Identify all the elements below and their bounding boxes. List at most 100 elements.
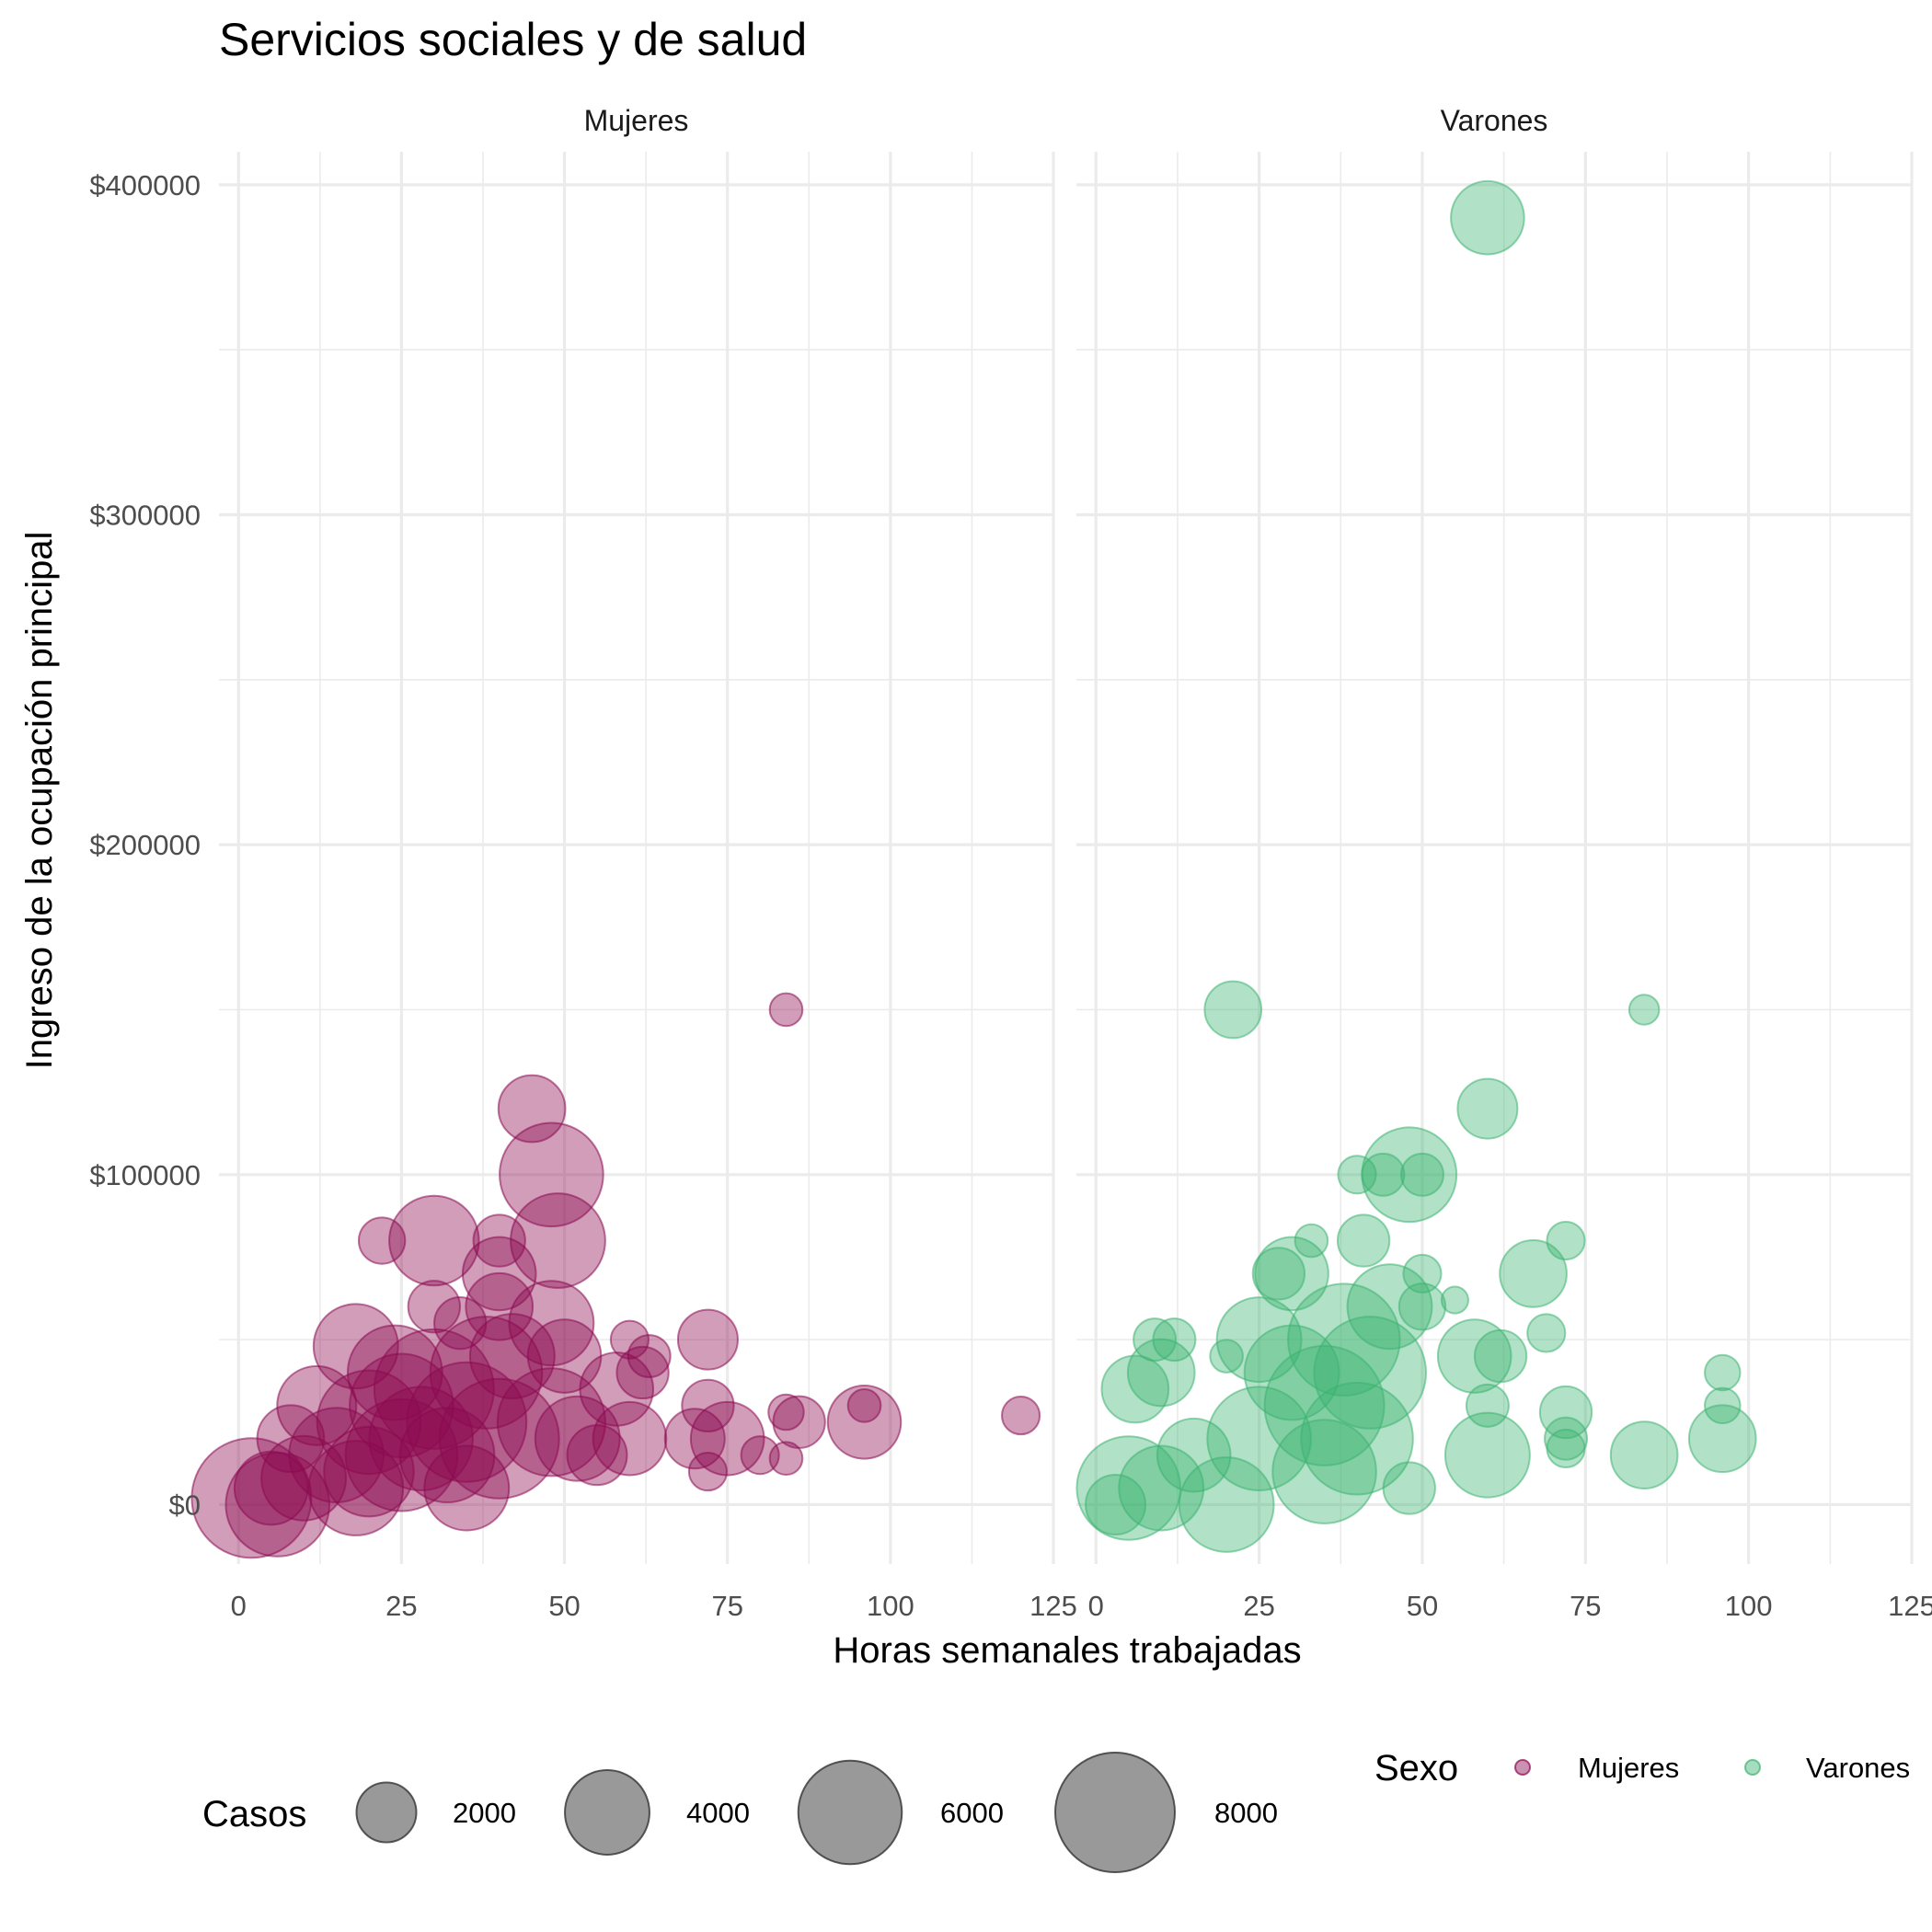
- color-legend-key: [1514, 1759, 1531, 1776]
- data-point: [1546, 1428, 1586, 1469]
- data-point: [1100, 1354, 1170, 1424]
- data-point: [1473, 1328, 1528, 1384]
- data-point: [233, 1450, 309, 1526]
- data-point: [1397, 1282, 1447, 1331]
- data-point: [357, 1216, 407, 1265]
- data-point: [1526, 1313, 1567, 1353]
- data-point: [323, 1425, 415, 1518]
- x-tick-label: 100: [867, 1590, 914, 1622]
- data-point: [1440, 1285, 1469, 1315]
- color-legend-label: Mujeres: [1578, 1752, 1679, 1784]
- data-point: [1075, 1435, 1182, 1541]
- data-point: [1206, 1386, 1312, 1492]
- data-point: [740, 1435, 780, 1476]
- x-tick-label: 50: [1407, 1590, 1438, 1622]
- chart-title: Servicios sociales y de salud: [219, 14, 807, 65]
- data-point: [346, 1324, 443, 1421]
- size-legend-title: Casos: [202, 1794, 306, 1834]
- data-point: [260, 1434, 348, 1522]
- data-point: [1243, 1324, 1340, 1421]
- gridlines: [219, 152, 1055, 1564]
- data-point: [1313, 1316, 1428, 1430]
- data-point: [499, 1121, 604, 1228]
- data-point: [349, 1352, 454, 1459]
- data-point: [433, 1296, 488, 1351]
- data-point: [1152, 1317, 1197, 1363]
- data-point: [423, 1444, 511, 1532]
- x-tick-label: 25: [385, 1590, 417, 1622]
- x-tick-label: 0: [1088, 1590, 1104, 1622]
- data-point: [1465, 1383, 1510, 1428]
- data-point: [767, 1393, 805, 1432]
- data-point: [1499, 1239, 1568, 1308]
- x-axis-title: Horas semanales trabajadas: [833, 1630, 1301, 1671]
- data-point: [1402, 1253, 1443, 1294]
- data-point: [1254, 1236, 1329, 1312]
- data-point: [1126, 1338, 1196, 1408]
- data-point: [681, 1378, 735, 1432]
- data-point: [846, 1388, 882, 1423]
- data-point: [465, 1271, 535, 1341]
- color-legend-label: Varones: [1806, 1752, 1910, 1784]
- data-point: [1456, 1077, 1519, 1140]
- y-tick-label: $100000: [89, 1159, 201, 1191]
- x-tick-label: 75: [711, 1590, 742, 1622]
- data-point: [1156, 1417, 1232, 1493]
- data-point: [1294, 1223, 1329, 1259]
- facet-strip-label: Varones: [1441, 104, 1548, 137]
- size-legend-key: [355, 1781, 418, 1844]
- data-point: [1627, 994, 1661, 1026]
- x-tick-label: 75: [1570, 1590, 1601, 1622]
- facet-strip-label: Mujeres: [584, 104, 689, 137]
- y-tick-label: $200000: [89, 829, 201, 861]
- x-tick-label: 25: [1243, 1590, 1274, 1622]
- data-point: [190, 1437, 313, 1559]
- color-legend-title: Sexo: [1374, 1748, 1458, 1788]
- data-point: [1118, 1444, 1205, 1532]
- data-point: [1215, 1296, 1303, 1384]
- data-point: [1271, 1419, 1377, 1524]
- data-point: [406, 1361, 528, 1483]
- data-point: [1443, 1411, 1531, 1499]
- y-tick-label: $0: [169, 1489, 201, 1521]
- y-tick-label: $400000: [89, 169, 201, 201]
- data-point: [609, 1319, 650, 1360]
- data-point: [312, 1303, 399, 1390]
- facet-panel-mujeres: Mujeres 0 25 50 75 100 125: [190, 104, 1077, 1622]
- data-point: [1209, 1339, 1244, 1374]
- data-point: [1704, 1353, 1742, 1392]
- data-point: [615, 1345, 670, 1400]
- data-point: [768, 1441, 804, 1477]
- data-point: [276, 1364, 358, 1446]
- x-tick-label: 0: [231, 1590, 247, 1622]
- size-legend-key: [564, 1769, 650, 1856]
- color-legend-key: [1744, 1759, 1761, 1776]
- x-tick-label: 50: [548, 1590, 580, 1622]
- data-point: [689, 1400, 765, 1477]
- data-point: [1203, 980, 1263, 1040]
- size-legend-key: [1054, 1752, 1176, 1873]
- data-point: [1085, 1473, 1147, 1535]
- size-legend-label: 8000: [1214, 1797, 1278, 1829]
- data-point: [1337, 1155, 1377, 1195]
- facet-panel-varones: Varones 0 25 50 75 100 125: [1075, 104, 1932, 1622]
- data-point: [1399, 1152, 1444, 1197]
- data-point: [687, 1452, 729, 1492]
- data-point: [676, 1308, 739, 1371]
- data-point: [256, 1404, 326, 1474]
- data-point: [1133, 1317, 1178, 1363]
- data-point: [1287, 1282, 1401, 1397]
- data-point: [1687, 1404, 1757, 1474]
- gridlines: [1076, 152, 1914, 1564]
- data-point: [1001, 1396, 1041, 1436]
- data-point: [368, 1386, 474, 1492]
- series-varones: [1075, 179, 1757, 1553]
- data-point: [496, 1367, 606, 1478]
- data-point: [627, 1334, 672, 1379]
- data-point: [1382, 1461, 1436, 1515]
- color-legend: Sexo Mujeres Varones: [1374, 1748, 1910, 1788]
- data-point: [1450, 179, 1525, 256]
- facet-panels: Mujeres 0 25 50 75 100 125 Varones 0 25 50 75 100 125…: [89, 104, 1932, 1622]
- size-legend-label: 4000: [686, 1797, 750, 1829]
